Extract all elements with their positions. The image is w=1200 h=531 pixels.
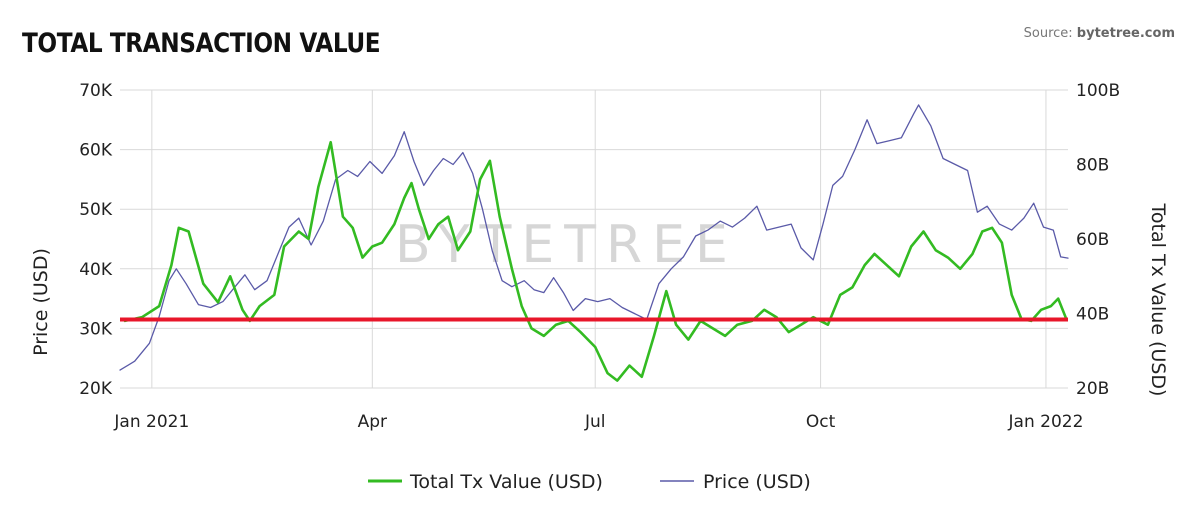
price-series (119, 104, 1069, 371)
x-axis-ticks: Jan 2021 Apr Jul Oct Jan 2022 (113, 412, 1083, 432)
right-tick-label: 20B (1076, 379, 1109, 399)
x-tick-label: Apr (358, 412, 387, 432)
legend-item-tx-value[interactable]: Total Tx Value (USD) (368, 471, 603, 493)
tx-value-series (123, 140, 1067, 382)
left-tick-label: 30K (79, 319, 113, 339)
source-name: bytetree.com (1076, 26, 1175, 41)
right-tick-label: 40B (1076, 305, 1109, 325)
watermark: BYTETREE (395, 215, 738, 275)
x-tick-label: Oct (806, 412, 836, 432)
legend-tx-label: Total Tx Value (USD) (409, 471, 603, 493)
right-tick-label: 100B (1076, 81, 1120, 101)
x-tick-label: Jul (584, 412, 606, 432)
x-tick-label: Jan 2021 (113, 412, 189, 432)
source-prefix: Source: (1023, 26, 1077, 41)
left-tick-label: 40K (79, 260, 113, 280)
left-axis-ticks: 20K 30K 40K 50K 60K 70K (79, 81, 113, 399)
left-tick-label: 20K (79, 379, 113, 399)
left-tick-label: 70K (79, 81, 113, 101)
legend: Total Tx Value (USD) Price (USD) (368, 471, 811, 493)
source-credit: Source: bytetree.com (1024, 26, 1175, 41)
legend-price-label: Price (USD) (703, 471, 811, 493)
legend-item-price[interactable]: Price (USD) (660, 471, 811, 493)
right-tick-label: 80B (1076, 156, 1109, 176)
gridlines (120, 89, 1068, 389)
left-axis-label: Price (USD) (30, 248, 52, 356)
left-tick-label: 60K (79, 141, 113, 161)
left-tick-label: 50K (79, 200, 113, 220)
x-tick-label: Jan 2022 (1008, 412, 1084, 432)
tx-value-line (123, 140, 1067, 382)
right-tick-label: 60B (1076, 230, 1109, 250)
price-line (119, 104, 1069, 371)
chart-title: TOTAL TRANSACTION VALUE (22, 28, 381, 59)
right-axis-label: Total Tx Value (USD) (1147, 203, 1169, 397)
right-axis-ticks: 20B 40B 60B 80B 100B (1076, 81, 1120, 399)
